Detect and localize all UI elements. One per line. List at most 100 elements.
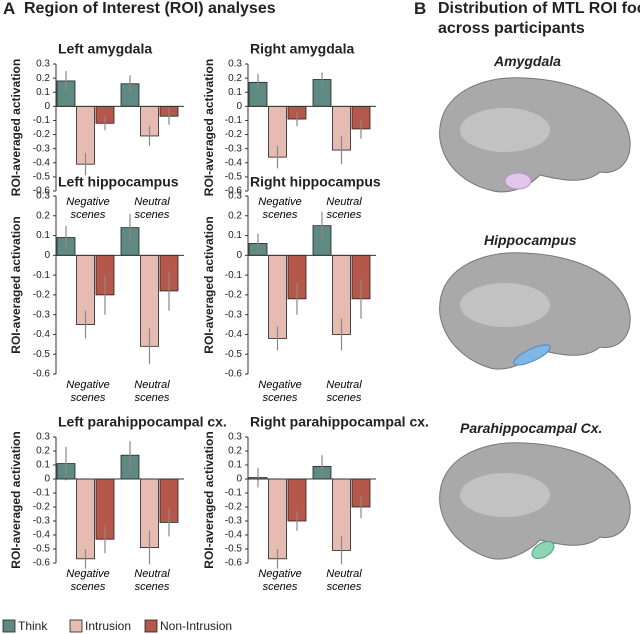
y-tick-label: -0.6: [225, 369, 243, 380]
y-tick-label: 0.1: [36, 460, 50, 471]
y-tick-label: -0.3: [225, 309, 243, 320]
y-tick-label: -0.3: [225, 516, 243, 527]
bar: [268, 478, 287, 560]
y-tick-label: 0.1: [36, 230, 50, 241]
y-tick-label: 0.1: [228, 460, 242, 471]
chart-title: Left parahippocampal cx.: [58, 414, 227, 430]
x-tick-label: Neutral scenes: [326, 196, 362, 221]
y-tick-label: -0.6: [225, 558, 243, 569]
y-axis-label: ROI-averaged activation: [202, 431, 216, 568]
y-tick-label: -0.3: [225, 143, 243, 154]
x-tick-label: Neutral scenes: [134, 568, 170, 593]
x-tick-label: Neutral scenes: [134, 196, 170, 221]
y-tick-label: -0.2: [33, 502, 51, 513]
panel-subtitle: across participants: [438, 20, 585, 37]
x-tick-label: Negative scenes: [66, 379, 110, 404]
y-axis-label: ROI-averaged activation: [9, 59, 23, 196]
x-tick-label: Neutral scenes: [326, 568, 362, 593]
brain-images: [439, 77, 631, 560]
y-tick-label: 0.3: [228, 59, 242, 70]
brain-inner: [460, 473, 550, 517]
y-tick-label: -0.4: [33, 157, 51, 168]
y-tick-label: 0.3: [36, 432, 50, 443]
y-tick-label: -0.4: [225, 157, 243, 168]
y-tick-label: 0.1: [36, 87, 50, 98]
y-tick-label: -0.5: [33, 544, 51, 555]
panel-letter: B: [414, 0, 427, 18]
roi-foci: [513, 344, 551, 366]
y-tick-label: -0.1: [225, 115, 243, 126]
y-tick-label: -0.1: [33, 270, 51, 281]
y-tick-label: -0.2: [225, 129, 243, 140]
y-tick-label: 0.2: [36, 73, 50, 84]
x-tick-label: Negative scenes: [66, 568, 110, 593]
y-tick-label: -0.4: [225, 329, 243, 340]
y-tick-label: 0: [44, 474, 50, 485]
y-axis-label: ROI-averaged activation: [202, 59, 216, 196]
roi-foci: [531, 540, 555, 560]
y-tick-label: -0.1: [225, 488, 243, 499]
y-tick-label: 0.1: [228, 230, 242, 241]
y-tick-label: 0.2: [228, 210, 242, 221]
x-tick-label: Negative scenes: [258, 568, 302, 593]
y-tick-label: -0.3: [33, 309, 51, 320]
y-tick-label: 0: [44, 250, 50, 261]
legend-label: Non-Intrusion: [160, 619, 232, 633]
legend-label: Think: [18, 619, 48, 633]
y-tick-label: -0.2: [225, 502, 243, 513]
region-label: Parahippocampal Cx.: [460, 420, 603, 436]
y-tick-label: -0.6: [33, 558, 51, 569]
y-tick-label: -0.6: [33, 186, 51, 197]
panel-title: Distribution of MTL ROI foci: [438, 0, 640, 17]
brain-inner: [460, 108, 550, 152]
panel-letter: A: [3, 0, 16, 18]
y-tick-label: 0.3: [228, 432, 242, 443]
x-tick-label: Neutral scenes: [326, 379, 362, 404]
brain-inner: [460, 283, 550, 327]
region-label: Hippocampus: [484, 232, 577, 248]
y-axis-label: ROI-averaged activation: [9, 216, 23, 353]
panel-title: Region of Interest (ROI) analyses: [24, 0, 276, 17]
y-axis-label: ROI-averaged activation: [9, 431, 23, 568]
y-tick-label: 0.3: [36, 191, 50, 202]
y-tick-label: -0.6: [33, 369, 51, 380]
y-tick-label: -0.2: [33, 290, 51, 301]
y-tick-label: 0.2: [36, 446, 50, 457]
y-tick-label: -0.5: [33, 172, 51, 183]
y-tick-label: 0: [236, 474, 242, 485]
bar: [76, 478, 95, 560]
y-tick-label: -0.5: [225, 172, 243, 183]
y-tick-label: -0.3: [33, 143, 51, 154]
y-tick-label: -0.3: [33, 516, 51, 527]
y-tick-label: -0.5: [225, 349, 243, 360]
region-label: Amygdala: [494, 53, 561, 69]
y-tick-label: -0.2: [33, 129, 51, 140]
y-tick-label: -0.1: [33, 488, 51, 499]
legend-swatch: [144, 619, 158, 633]
y-axis-label: ROI-averaged activation: [202, 216, 216, 353]
y-tick-label: -0.5: [33, 349, 51, 360]
y-tick-label: -0.6: [225, 186, 243, 197]
y-tick-label: -0.1: [33, 115, 51, 126]
y-tick-label: -0.5: [225, 544, 243, 555]
chart-title: Right amygdala: [250, 41, 354, 57]
x-tick-label: Negative scenes: [66, 196, 110, 221]
y-tick-label: 0.3: [36, 59, 50, 70]
legend-label: Intrusion: [85, 619, 131, 633]
y-tick-label: 0.1: [228, 87, 242, 98]
bar: [268, 254, 287, 339]
x-tick-label: Negative scenes: [258, 196, 302, 221]
y-tick-label: 0: [44, 101, 50, 112]
y-tick-label: -0.4: [33, 329, 51, 340]
y-tick-label: 0.2: [228, 73, 242, 84]
y-tick-label: 0.2: [36, 210, 50, 221]
x-tick-label: Negative scenes: [258, 379, 302, 404]
y-tick-label: -0.1: [225, 270, 243, 281]
roi-foci: [504, 172, 532, 190]
y-tick-label: 0: [236, 101, 242, 112]
chart-title: Left amygdala: [58, 41, 152, 57]
y-tick-label: 0.3: [228, 191, 242, 202]
y-tick-label: -0.4: [225, 530, 243, 541]
